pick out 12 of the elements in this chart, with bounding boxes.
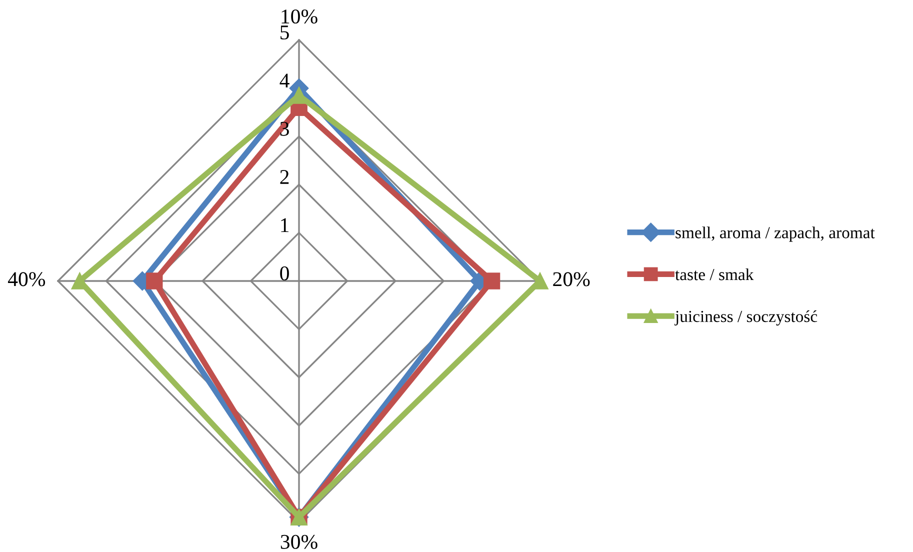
y-tick-label: 5 <box>280 26 289 40</box>
legend-label: smell, aroma / zapach, aromat <box>676 226 875 242</box>
y-tick-label: 0 <box>280 266 289 280</box>
spoke-label: 30% <box>280 534 318 549</box>
legend-label: juiciness / soczystość <box>674 310 818 326</box>
legend-label: taste / smak <box>675 268 754 280</box>
y-tick-label: 1 <box>281 218 288 232</box>
spoke-label: 10% <box>282 9 318 24</box>
y-tick-label: 4 <box>280 74 290 88</box>
spoke-label: 20% <box>553 272 590 286</box>
y-tick-label: 2 <box>280 170 289 184</box>
spoke-label: 40% <box>8 272 46 286</box>
